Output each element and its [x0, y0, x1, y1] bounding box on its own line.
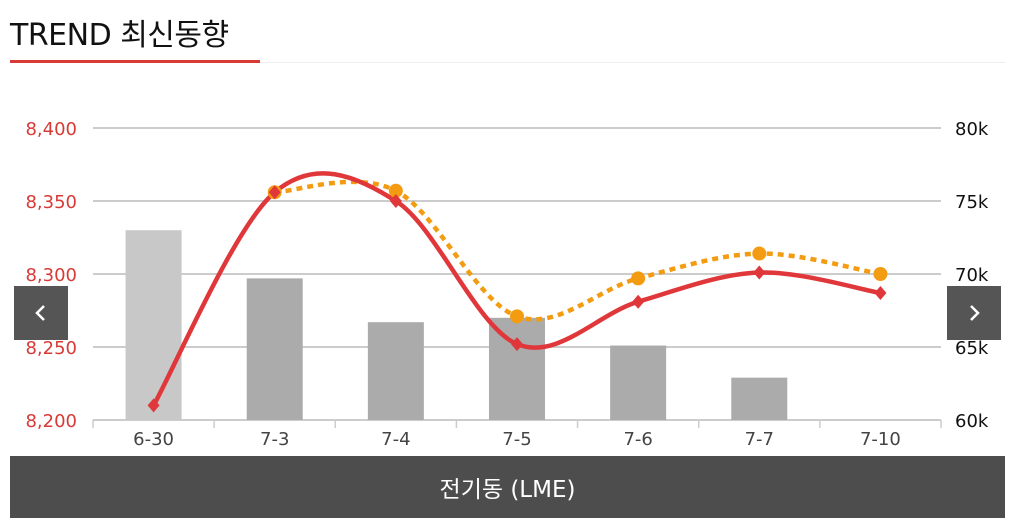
next-button[interactable]: [947, 286, 1001, 340]
price-series-point: [268, 185, 281, 200]
y-left-tick-label: 8,300: [25, 265, 77, 286]
x-tick-label: 6-30: [133, 429, 174, 450]
y-right-tick-label: 70k: [955, 265, 989, 286]
page-title: TREND 최신동향: [10, 18, 229, 53]
price-series-point: [874, 285, 887, 300]
bar: [246, 278, 303, 420]
y-right-tick-label: 60k: [955, 411, 989, 432]
price-series-point: [147, 398, 160, 413]
bar: [367, 322, 424, 420]
price-series-point: [389, 194, 402, 208]
y-left-tick-label: 8,400: [25, 119, 77, 140]
price-series-point: [632, 294, 645, 309]
dashed-series-line: [274, 179, 881, 322]
price-series-point: [511, 337, 523, 352]
y-right-tick-label: 75k: [955, 192, 989, 213]
x-tick-label: 7-6: [623, 429, 652, 450]
title-rule: [260, 62, 1005, 63]
x-tick-label: 7-7: [745, 429, 774, 450]
y-right-tick-label: 65k: [955, 338, 989, 359]
y-left-tick-label: 8,350: [25, 192, 77, 213]
y-right-tick-label: 80k: [955, 119, 989, 140]
dashed-series-point: [388, 183, 403, 198]
price-series-point: [753, 265, 766, 280]
y-left-tick-label: 8,250: [25, 338, 77, 359]
dashed-series-point: [752, 246, 767, 261]
dashed-series-point: [873, 267, 888, 281]
bar: [489, 317, 545, 420]
chevron-right-icon: [970, 305, 980, 321]
title-underline: [10, 60, 260, 63]
header: TREND 최신동향: [10, 0, 1005, 64]
trend-chart: 8,200 8,250 8,300 8,350 8,400 60k 65k 70k 75k 80k…: [25, 119, 989, 450]
x-tick-label: 7-5: [502, 429, 531, 450]
dashed-series-point: [631, 271, 646, 286]
bar: [610, 345, 667, 420]
x-tick-label: 7-4: [381, 429, 410, 450]
chevron-left-icon: [35, 305, 45, 321]
y-left-tick-label: 8,200: [25, 411, 77, 432]
prev-button[interactable]: [14, 286, 68, 340]
bar: [125, 230, 182, 420]
footer-bar: 전기동 (LME): [10, 456, 1005, 518]
bar: [731, 377, 788, 420]
x-tick-label: 7-10: [860, 429, 901, 450]
dashed-series-point: [510, 309, 524, 324]
x-tick-label: 7-3: [260, 429, 289, 450]
footer-label: 전기동 (LME): [439, 477, 576, 503]
